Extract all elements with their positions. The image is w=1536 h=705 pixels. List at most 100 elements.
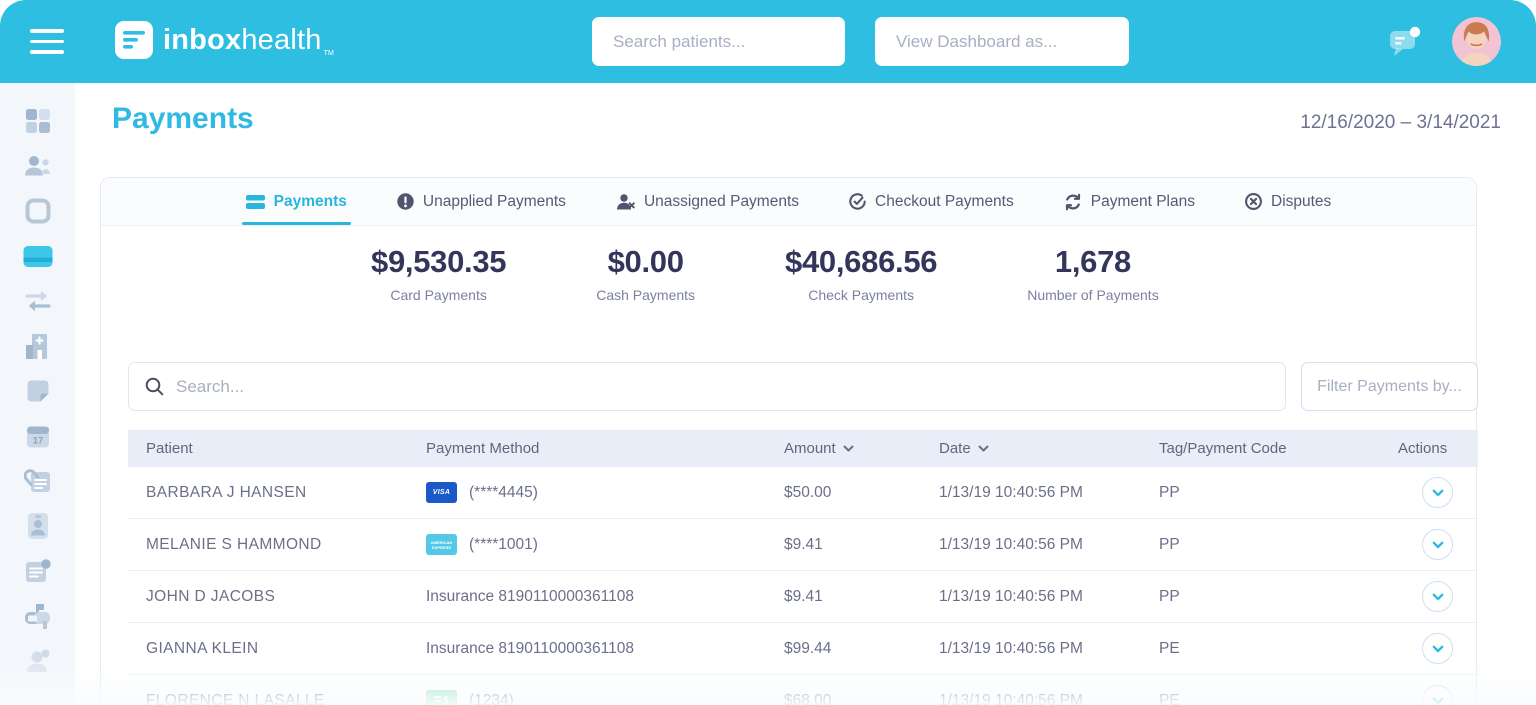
column-amount[interactable]: Amount xyxy=(784,440,939,457)
tab-payments[interactable]: Payments xyxy=(241,178,352,225)
payment-method-text: Insurance 8190110000361108 xyxy=(426,639,635,657)
row-actions xyxy=(1398,477,1478,508)
tab-label: Unassigned Payments xyxy=(643,192,800,210)
payment-amount: $68.00 xyxy=(784,691,832,705)
logo-document-icon xyxy=(115,21,153,59)
sidebar: 17 xyxy=(0,83,75,705)
echeck-badge-icon: $ xyxy=(426,690,457,705)
sidebar-item-mailbox[interactable] xyxy=(23,602,53,630)
tab-payment-plans[interactable]: Payment Plans xyxy=(1064,178,1195,225)
payment-method: Insurance 8190110000361108 xyxy=(426,640,784,658)
payment-method: VISA (****4445) xyxy=(426,482,784,503)
stat-value: $40,686.56 xyxy=(785,244,938,279)
sidebar-item-reports[interactable] xyxy=(23,557,53,585)
stat-label: Cash Payments xyxy=(596,287,696,303)
chat-bubble-icon xyxy=(1390,26,1421,56)
main-content: Payments 12/16/2020 – 3/14/2021 Payments xyxy=(75,83,1536,705)
page-title: Payments xyxy=(112,102,254,135)
person-x-icon xyxy=(616,193,635,209)
column-actions: Actions xyxy=(1398,440,1448,457)
expand-row-button[interactable] xyxy=(1422,529,1453,560)
tab-label: Payment Plans xyxy=(1090,192,1195,210)
sidebar-item-payments[interactable] xyxy=(23,242,53,270)
chevron-down-icon xyxy=(1432,541,1443,548)
search-icon xyxy=(145,377,164,396)
payment-date: 1/13/19 10:40:56 PM xyxy=(939,639,1083,657)
payments-search xyxy=(128,362,1286,411)
column-date[interactable]: Date xyxy=(939,440,1159,457)
sidebar-item-practice[interactable] xyxy=(23,332,53,360)
sidebar-item-support[interactable] xyxy=(23,647,53,675)
tab-unapplied-payments[interactable]: Unapplied Payments xyxy=(397,178,566,225)
payments-panel: Payments Unapplied Payments xyxy=(100,177,1478,705)
payment-method: AMERICAN EXPRESS (****1001) xyxy=(426,534,784,555)
table-body: BARBARA J HANSEN VISA (****4445) $50.00 1/13… xyxy=(128,467,1478,705)
payment-amount: $9.41 xyxy=(784,535,823,553)
tab-bar: Payments Unapplied Payments xyxy=(101,178,1476,226)
expand-row-button[interactable] xyxy=(1422,581,1453,612)
stat-value: 1,678 xyxy=(1054,244,1131,279)
id-badge-icon xyxy=(27,513,48,539)
tab-checkout-payments[interactable]: Checkout Payments xyxy=(849,178,1014,225)
attachment-document-icon xyxy=(23,469,50,492)
payments-search-input[interactable] xyxy=(176,376,1269,397)
stat-cash-payments: $0.00 Cash Payments xyxy=(596,244,695,303)
sidebar-item-transactions[interactable] xyxy=(23,287,53,315)
inboxhealth-logo[interactable]: inboxhealth TM xyxy=(115,21,334,59)
sidebar-item-patients[interactable] xyxy=(23,152,53,180)
user-avatar[interactable] xyxy=(1452,17,1501,66)
tab-unassigned-payments[interactable]: Unassigned Payments xyxy=(616,178,799,225)
avatar-image xyxy=(1452,17,1501,66)
column-tag-payment-code: Tag/Payment Code xyxy=(1159,440,1287,457)
table-row: FLORENCE N LASALLE $ (1234) $68.00 1/13/19 1… xyxy=(128,675,1478,705)
sort-chevron-icon[interactable] xyxy=(978,445,989,452)
amex-badge-icon: AMERICAN EXPRESS xyxy=(426,534,457,555)
filter-payments-label: Filter Payments by... xyxy=(1317,377,1462,395)
stat-value: $9,530.35 xyxy=(371,244,507,279)
payment-method-text: (****1001) xyxy=(469,535,538,553)
payment-tag: PE xyxy=(1159,639,1180,657)
sidebar-item-claims[interactable] xyxy=(23,467,53,495)
alert-circle-icon xyxy=(397,193,414,210)
table-row: JOHN D JACOBS Insurance 8190110000361108 $… xyxy=(128,571,1478,623)
payment-method-text: Insurance 8190110000361108 xyxy=(426,587,635,605)
row-actions xyxy=(1398,581,1478,612)
stat-check-payments: $40,686.56 Check Payments xyxy=(785,244,937,303)
sticky-note-icon xyxy=(27,380,48,402)
payment-date: 1/13/19 10:40:56 PM xyxy=(939,535,1083,553)
payment-amount: $50.00 xyxy=(784,483,832,501)
expand-row-button[interactable] xyxy=(1422,633,1453,664)
filter-payments-button[interactable]: Filter Payments by... xyxy=(1301,362,1478,411)
expand-row-button[interactable] xyxy=(1422,477,1453,508)
tab-label: Checkout Payments xyxy=(875,192,1014,210)
sidebar-item-calendar[interactable]: 17 xyxy=(23,422,53,450)
sidebar-item-messages[interactable] xyxy=(23,197,53,225)
sidebar-item-dashboard[interactable] xyxy=(23,107,53,135)
row-actions xyxy=(1398,529,1478,560)
tab-label: Payments xyxy=(273,192,347,210)
sidebar-item-notes[interactable] xyxy=(23,377,53,405)
search-patients-input[interactable] xyxy=(592,17,845,66)
patient-name: FLORENCE N LASALLE xyxy=(146,691,325,705)
expand-row-button[interactable] xyxy=(1422,685,1453,705)
payment-date: 1/13/19 10:40:56 PM xyxy=(939,691,1083,705)
patient-name: MELANIE S HAMMOND xyxy=(146,535,322,553)
view-dashboard-input[interactable] xyxy=(875,17,1129,66)
credit-card-icon xyxy=(23,245,52,267)
messages-button[interactable] xyxy=(1388,25,1422,59)
column-patient: Patient xyxy=(146,440,193,457)
tab-label: Disputes xyxy=(1271,192,1332,210)
row-actions xyxy=(1398,685,1478,705)
transfers-icon xyxy=(24,290,51,312)
credit-card-icon xyxy=(245,194,265,209)
refresh-icon xyxy=(1065,193,1080,210)
stat-value: $0.00 xyxy=(607,244,684,279)
payment-tag: PP xyxy=(1159,535,1180,553)
date-range: 12/16/2020 – 3/14/2021 xyxy=(1300,112,1501,133)
tab-disputes[interactable]: Disputes xyxy=(1245,178,1331,225)
sidebar-item-id-badge[interactable] xyxy=(23,512,53,540)
payment-tag: PP xyxy=(1159,483,1180,501)
menu-button[interactable] xyxy=(30,29,64,54)
payment-amount: $99.44 xyxy=(784,639,832,657)
sort-chevron-icon[interactable] xyxy=(843,445,854,452)
